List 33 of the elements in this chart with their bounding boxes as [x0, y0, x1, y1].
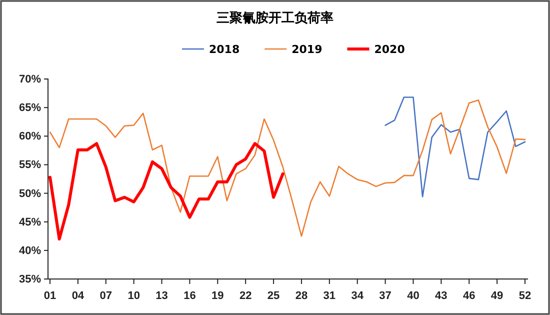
legend-label: 2019: [292, 43, 322, 56]
line-series: [48, 142, 284, 240]
x-tick-label: 46: [462, 290, 476, 302]
y-tick-label: 45%: [18, 216, 42, 228]
y-tick-label: 40%: [18, 244, 42, 257]
chart-title: 三聚氰胺开工负荷率: [216, 10, 334, 26]
y-tick-label: 70%: [18, 74, 42, 86]
x-tick-label: 10: [128, 290, 140, 302]
y-tick-label: 60%: [18, 130, 42, 143]
x-tick-label: 04: [72, 290, 85, 302]
y-tick-label: 65%: [18, 102, 42, 114]
x-tick-label: 28: [295, 290, 308, 302]
x-tick-label: 19: [212, 290, 224, 302]
x-tick-label: 07: [100, 290, 112, 302]
x-tick-label: 40: [407, 290, 420, 302]
x-tick-label: 25: [267, 290, 280, 302]
legend-label: 2018: [209, 43, 240, 56]
x-tick-label: 49: [490, 290, 504, 302]
x-tick-label: 52: [518, 290, 532, 302]
x-tick-label: 16: [184, 290, 196, 302]
x-tick-label: 31: [323, 290, 336, 302]
line-series: [49, 99, 526, 237]
legend-label: 2020: [374, 43, 406, 56]
x-tick-label: 13: [156, 290, 168, 302]
line-series: [384, 96, 526, 198]
x-tick-label: 37: [379, 290, 392, 302]
y-tick-label: 55%: [18, 159, 42, 172]
x-tick-label: 01: [44, 290, 56, 302]
x-tick-label: 34: [351, 290, 364, 302]
y-tick-label: 35%: [18, 274, 42, 286]
x-tick-label: 22: [239, 290, 252, 302]
x-tick-label: 43: [435, 290, 448, 302]
y-tick-label: 50%: [18, 188, 42, 200]
